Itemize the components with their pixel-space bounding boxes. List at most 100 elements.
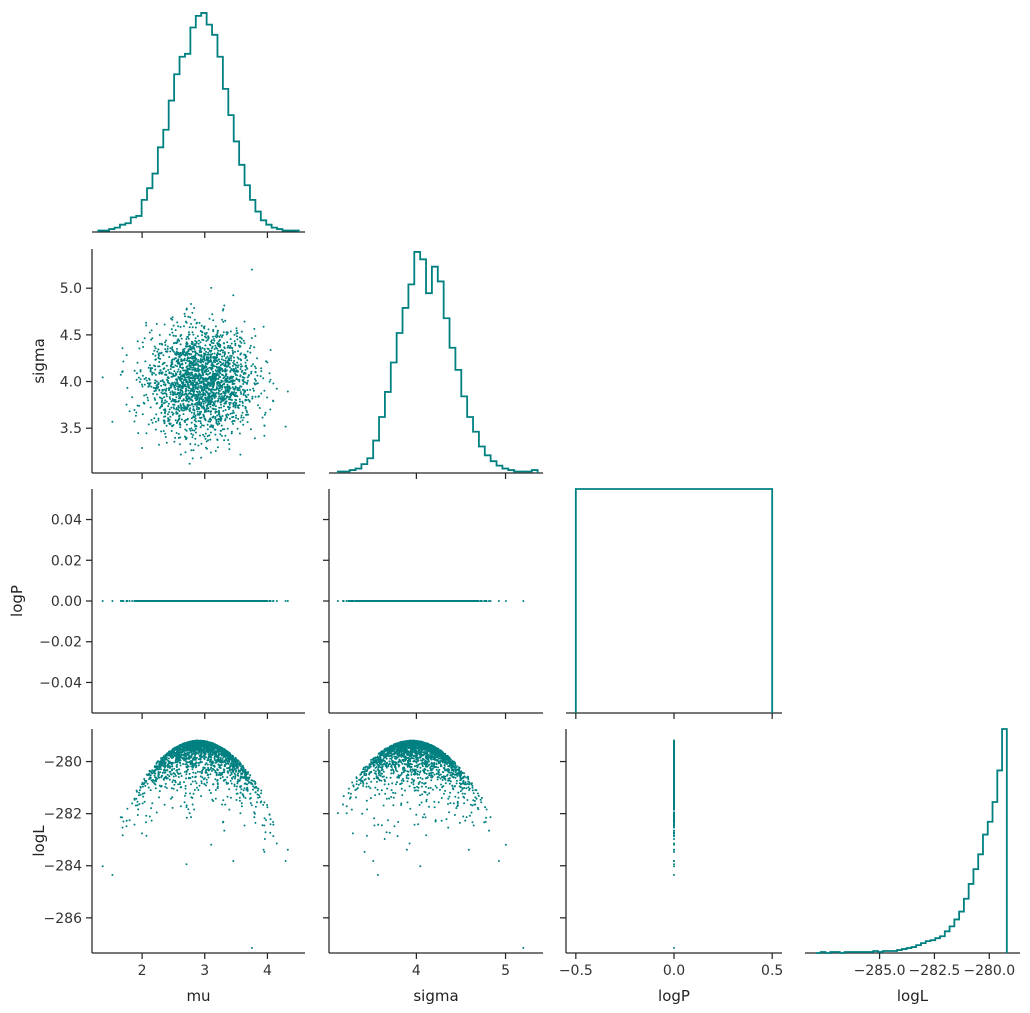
scatter-point: [246, 379, 249, 382]
scatter-point: [221, 351, 224, 354]
scatter-point: [228, 408, 230, 411]
scatter-point: [211, 313, 214, 316]
scatter-point: [247, 413, 250, 416]
scatter-point: [168, 371, 171, 374]
scatter-point: [216, 446, 219, 449]
scatter-point: [167, 389, 170, 391]
scatter-point: [230, 430, 233, 433]
scatter-point: [264, 600, 267, 602]
scatter-point: [174, 364, 177, 367]
scatter-point: [180, 418, 183, 421]
scatter-point: [162, 354, 165, 357]
scatter-point: [212, 379, 215, 381]
scatter-point: [209, 413, 212, 416]
scatter-point: [230, 398, 232, 401]
scatter-point: [158, 389, 161, 392]
scatter-point: [185, 600, 188, 602]
scatter-point: [225, 373, 228, 376]
scatter-point: [176, 321, 179, 324]
scatter-point: [229, 330, 232, 333]
scatter-point: [245, 413, 247, 416]
scatter-point: [202, 402, 205, 405]
scatter-point: [224, 409, 227, 411]
scatter-point: [220, 358, 223, 361]
scatter-point: [253, 346, 256, 349]
scatter-point: [203, 325, 206, 328]
scatter-point: [145, 321, 147, 324]
scatter-point: [203, 332, 206, 335]
scatter-point: [191, 379, 194, 382]
scatter-point: [156, 600, 159, 602]
scatter-point: [196, 381, 199, 384]
scatter-point: [201, 370, 204, 373]
scatter-point: [148, 600, 151, 602]
scatter-point: [187, 350, 190, 353]
scatter-point: [178, 355, 181, 358]
scatter-point: [198, 321, 201, 324]
scatter-point: [224, 401, 227, 404]
scatter-point: [221, 370, 224, 373]
scatter-point: [235, 329, 238, 332]
scatter-point: [176, 362, 179, 365]
scatter-point: [235, 378, 238, 381]
scatter-point: [101, 600, 104, 602]
scatter-point: [253, 365, 256, 368]
scatter-point: [171, 375, 174, 378]
scatter-point: [208, 395, 211, 398]
scatter-point: [169, 368, 172, 371]
scatter-point: [225, 361, 228, 364]
scatter-point: [228, 385, 231, 388]
scatter-point: [121, 347, 124, 350]
scatter-point: [194, 358, 197, 361]
scatter-point: [207, 347, 210, 350]
scatter-point: [218, 376, 221, 378]
scatter-sigma-vs-logP: [336, 600, 525, 602]
scatter-point: [171, 346, 174, 349]
scatter-point: [235, 416, 237, 419]
scatter-point: [166, 347, 169, 350]
scatter-point: [154, 398, 157, 401]
scatter-point: [186, 342, 189, 345]
scatter-point: [284, 425, 287, 428]
scatter-point: [237, 407, 240, 409]
scatter-point: [194, 340, 197, 342]
scatter-point: [176, 381, 179, 384]
scatter-point: [203, 387, 206, 390]
scatter-point: [215, 346, 218, 349]
scatter-point: [145, 393, 148, 396]
scatter-point: [227, 389, 230, 392]
scatter-point: [225, 377, 228, 380]
scatter-point: [181, 389, 183, 392]
scatter-point: [212, 386, 215, 389]
scatter-point: [243, 353, 246, 356]
scatter-point: [236, 366, 239, 369]
scatter-point: [207, 420, 210, 423]
scatter-point: [157, 417, 160, 420]
scatter-point: [196, 410, 199, 413]
scatter-point: [199, 360, 201, 363]
scatter-point: [254, 335, 257, 337]
scatter-point: [212, 330, 215, 333]
scatter-point: [231, 365, 234, 367]
scatter-point: [192, 388, 195, 391]
scatter-point: [224, 379, 227, 382]
scatter-point: [240, 414, 243, 417]
scatter-point: [244, 357, 247, 360]
scatter-point: [192, 449, 195, 452]
scatter-point: [191, 343, 194, 346]
scatter-point: [190, 417, 193, 420]
scatter-point: [170, 372, 173, 375]
scatter-point: [262, 325, 265, 328]
axes-layer: [86, 231, 1020, 959]
scatter-point: [226, 385, 229, 388]
scatter-point: [173, 381, 176, 384]
scatter-point: [210, 397, 213, 400]
scatter-point: [261, 416, 264, 419]
scatter-point: [232, 361, 235, 364]
scatter-point: [202, 407, 205, 410]
scatter-point: [142, 401, 145, 404]
scatter-point: [214, 379, 217, 382]
scatter-point: [187, 389, 190, 392]
scatter-point: [223, 395, 226, 398]
scatter-point: [229, 401, 232, 404]
